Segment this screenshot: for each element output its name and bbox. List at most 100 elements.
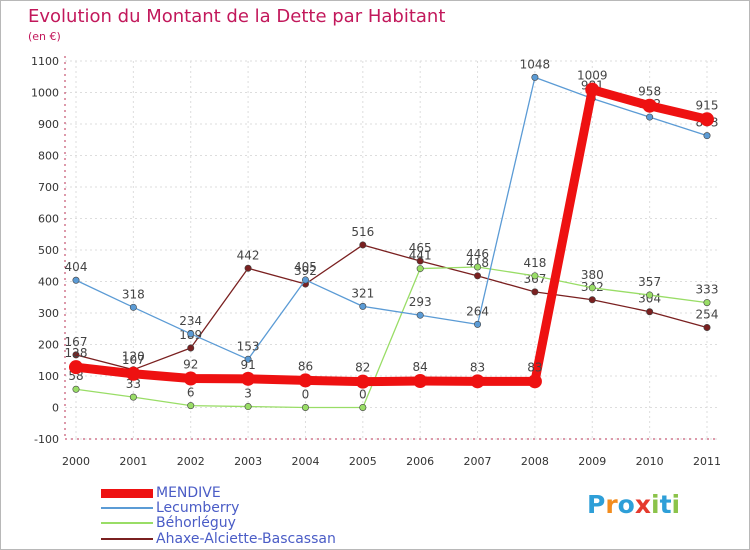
data-point (244, 264, 252, 272)
x-tick-label: 2008 (521, 455, 549, 468)
y-tick-label: 0 (52, 402, 59, 415)
legend-swatch-mendive (101, 488, 153, 498)
data-point (474, 263, 482, 271)
x-tick-label: 2003 (234, 455, 262, 468)
data-point (72, 385, 80, 393)
data-label: 86 (298, 359, 313, 373)
data-label: 0 (302, 388, 310, 402)
y-tick-label: 900 (38, 118, 59, 131)
legend-item-lecumberry[interactable]: Lecumberry (101, 500, 239, 516)
data-point (126, 366, 141, 381)
data-label: 128 (65, 346, 88, 360)
series-line (75, 76, 708, 360)
data-label: 84 (413, 360, 428, 374)
legend-swatch-ahaxe (101, 538, 153, 540)
y-tick-label: 400 (38, 276, 59, 289)
data-point (187, 330, 195, 338)
legend-item-behorleguy[interactable]: Béhorléguy (101, 515, 236, 531)
data-label: 418 (523, 256, 546, 270)
data-point (588, 296, 596, 304)
x-tick-label: 2006 (406, 455, 434, 468)
data-point (359, 403, 367, 411)
data-point (703, 323, 711, 331)
data-label: 442 (237, 248, 260, 262)
logo-letter: t (659, 490, 672, 519)
data-point (301, 276, 309, 284)
data-point (187, 344, 195, 352)
series-line (75, 266, 708, 409)
data-point (703, 299, 711, 307)
logo-letter: r (605, 490, 618, 519)
data-label: 418 (466, 256, 489, 270)
data-label: 33 (126, 377, 141, 391)
y-tick-label: -100 (34, 433, 59, 446)
data-label: 0 (359, 388, 367, 402)
data-label: 83 (470, 360, 485, 374)
data-point (416, 311, 424, 319)
x-tick-label: 2011 (693, 455, 721, 468)
data-label: 958 (638, 85, 661, 99)
data-label: 516 (351, 225, 374, 239)
y-tick-label: 1000 (31, 87, 59, 100)
data-label: 465 (409, 241, 432, 255)
series-line (71, 85, 712, 387)
data-label: 318 (122, 287, 145, 301)
legend-label-behorleguy: Béhorléguy (156, 515, 236, 531)
data-point (359, 302, 367, 310)
x-tick-label: 2004 (291, 455, 319, 468)
data-point (301, 403, 309, 411)
data-point (646, 113, 654, 121)
legend-label-mendive: MENDIVE (156, 485, 221, 501)
y-tick-label: 300 (38, 307, 59, 320)
data-point (585, 82, 600, 97)
data-point (416, 257, 424, 265)
data-point (129, 303, 137, 311)
y-tick-label: 800 (38, 150, 59, 163)
data-label: 167 (65, 335, 88, 349)
data-point (646, 291, 654, 299)
data-label: 264 (466, 304, 489, 318)
x-tick-label: 2007 (464, 455, 492, 468)
logo-letter: x (634, 490, 651, 519)
data-label: 120 (122, 350, 145, 364)
data-point (646, 308, 654, 316)
logo-letter: i (671, 490, 681, 519)
x-tick-label: 2010 (636, 455, 664, 468)
legend-item-ahaxe[interactable]: Ahaxe-Alciette-Bascassan (101, 531, 336, 547)
data-point (416, 265, 424, 273)
logo-letter: P (587, 490, 606, 519)
y-tick-label: 500 (38, 244, 59, 257)
data-label: 404 (65, 260, 88, 274)
data-point (72, 276, 80, 284)
data-point (531, 272, 539, 280)
unit-label: (en €) (28, 30, 61, 43)
data-point (700, 112, 714, 127)
data-label: 92 (183, 358, 198, 372)
data-point (69, 360, 83, 375)
data-point (183, 371, 198, 386)
data-point (244, 355, 252, 363)
data-point (72, 351, 80, 359)
data-label: 107 (122, 353, 145, 367)
data-label: 3 (244, 387, 252, 401)
data-point (298, 373, 313, 388)
data-label: 234 (179, 314, 202, 328)
data-point (355, 374, 370, 389)
x-tick-label: 2005 (349, 455, 377, 468)
data-label: 441 (409, 249, 432, 263)
y-tick-label: 200 (38, 339, 59, 352)
data-point (531, 73, 539, 81)
legend-item-mendive[interactable]: MENDIVE (101, 485, 221, 501)
legend-swatch-lecumberry (101, 507, 153, 509)
legend-label-ahaxe: Ahaxe-Alciette-Bascassan (156, 531, 336, 547)
data-label: 357 (638, 275, 661, 289)
data-label: 915 (696, 98, 719, 112)
data-label: 405 (294, 260, 317, 274)
legend-swatch-behorleguy (101, 522, 153, 524)
data-point (244, 403, 252, 411)
data-label: 254 (696, 307, 719, 321)
x-tick-label: 2002 (177, 455, 205, 468)
data-label: 83 (527, 360, 542, 374)
proxiti-logo: Proxiti (587, 490, 680, 519)
